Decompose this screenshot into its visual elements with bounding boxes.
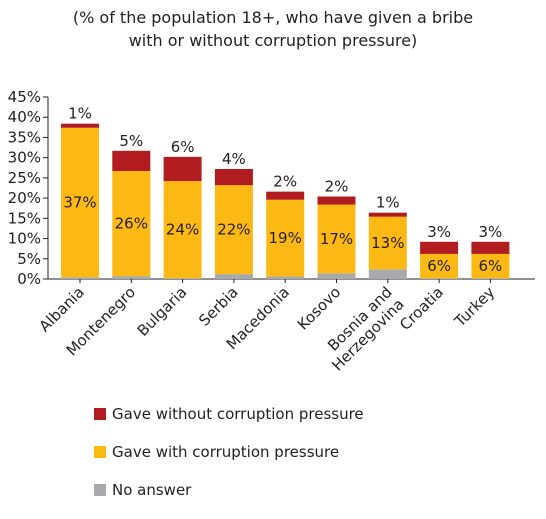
data-label-with-pressure: 13%: [371, 234, 404, 252]
bar-segment-with-pressure: [214, 185, 253, 275]
x-category-label: Bulgaria: [134, 283, 191, 340]
data-label-with-pressure: 26%: [115, 215, 148, 233]
data-label-with-pressure: 6%: [427, 257, 451, 275]
subtitle-line-2: with or without corruption pressure): [128, 31, 418, 50]
data-label-without-pressure: 2%: [273, 173, 297, 191]
bar-segment-with-pressure: [368, 216, 407, 270]
y-tick-label: 0%: [17, 270, 41, 288]
subtitle-line-1: (% of the population 18+, who have given…: [72, 8, 474, 27]
legend-item-no-answer: No answer: [92, 481, 512, 519]
data-label-with-pressure: 6%: [479, 257, 503, 275]
legend-item-with-pressure: Gave with corruption pressure: [92, 443, 512, 481]
y-tick-label: 10%: [8, 230, 41, 248]
legend-swatch-without-pressure: [94, 408, 106, 420]
data-label-without-pressure: 6%: [171, 138, 195, 156]
x-category-label: Kosovo: [294, 283, 344, 333]
y-tick-label: 30%: [8, 149, 41, 167]
bar-segment-without-pressure: [420, 241, 459, 254]
chart-legend: Gave without corruption pressure Gave wi…: [92, 405, 512, 519]
legend-swatch-with-pressure: [94, 446, 106, 458]
bar-segment-without-pressure: [163, 156, 202, 182]
bar-segment-without-pressure: [368, 212, 407, 217]
bar-segment-with-pressure: [163, 181, 202, 279]
bar-segment-no-answer: [317, 273, 356, 279]
y-tick-label: 45%: [8, 88, 41, 106]
bar-segment-with-pressure: [420, 253, 459, 279]
bar-segment-without-pressure: [266, 191, 305, 200]
bar-segment-no-answer: [368, 269, 407, 279]
bar-segment-no-answer: [214, 274, 253, 279]
data-label-without-pressure: 1%: [376, 194, 400, 212]
data-label-with-pressure: 22%: [217, 221, 250, 239]
y-tick-label: 25%: [8, 169, 41, 187]
x-category-label: Albania: [35, 283, 87, 335]
data-label-without-pressure: 2%: [325, 177, 349, 195]
x-category-label: Serbia: [195, 283, 242, 330]
chart-subtitle: (% of the population 18+, who have given…: [0, 6, 546, 52]
bar-segment-with-pressure: [266, 199, 305, 277]
legend-label-with-pressure: Gave with corruption pressure: [112, 443, 340, 461]
chart-plot: 0% 5% 10% 15% 20% 25% 30% 35% 40% 45% 37% 1% Albania…: [8, 88, 535, 374]
bar-segment-no-answer: [266, 276, 305, 279]
legend-swatch-no-answer: [94, 484, 106, 496]
y-tick-label: 15%: [8, 209, 41, 227]
y-tick-label: 5%: [17, 250, 41, 268]
bar-segment-no-answer: [112, 276, 151, 279]
data-label-without-pressure: 4%: [222, 150, 246, 168]
data-label-without-pressure: 3%: [427, 223, 451, 241]
legend-label-without-pressure: Gave without corruption pressure: [112, 405, 364, 423]
chart-container: (% of the population 18+, who have given…: [0, 6, 546, 499]
y-tick-label: 40%: [8, 108, 41, 126]
data-label-with-pressure: 37%: [63, 194, 96, 212]
data-label-with-pressure: 24%: [166, 221, 199, 239]
y-tick-label: 20%: [8, 189, 41, 207]
bar-segment-no-answer: [61, 277, 99, 279]
bar-segment-without-pressure: [317, 196, 356, 205]
bar-segment-without-pressure: [214, 168, 253, 186]
data-label-with-pressure: 17%: [320, 230, 353, 248]
data-label-without-pressure: 3%: [479, 223, 503, 241]
data-label-with-pressure: 19%: [269, 229, 302, 247]
bar-segment-no-answer: [420, 278, 459, 279]
bar-segment-with-pressure: [112, 171, 151, 277]
bar-segment-no-answer: [163, 278, 202, 279]
x-category-label: Turkey: [450, 283, 498, 331]
data-label-without-pressure: 1%: [68, 105, 92, 123]
bar-segment-without-pressure: [471, 241, 510, 254]
bar-segment-no-answer: [471, 278, 510, 279]
bar-segment-with-pressure: [61, 127, 99, 278]
bar-segment-with-pressure: [317, 204, 356, 274]
data-label-without-pressure: 5%: [119, 132, 143, 150]
y-tick-label: 35%: [8, 128, 41, 146]
bar-segment-without-pressure: [112, 150, 151, 172]
bar-segment-without-pressure: [61, 123, 99, 128]
bar-segment-with-pressure: [471, 253, 510, 279]
legend-item-without-pressure: Gave without corruption pressure: [92, 405, 512, 443]
legend-label-no-answer: No answer: [112, 481, 192, 499]
